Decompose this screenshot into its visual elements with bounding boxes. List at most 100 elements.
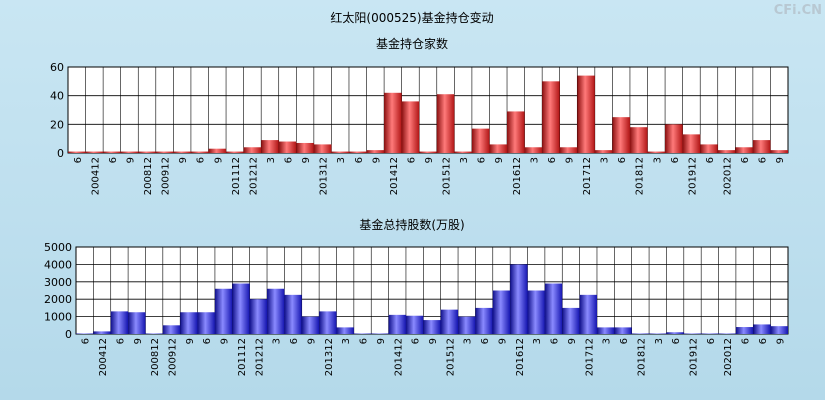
chart2-y-tick-label: 4000: [44, 258, 72, 271]
chart2-x-tick-label: 3: [654, 338, 665, 344]
chart2-x-tick-label: 6: [619, 338, 630, 344]
chart1-bar: [752, 140, 771, 153]
chart1-x-tick-label: 3: [652, 157, 663, 163]
chart1-x-tick-label: 3: [336, 157, 347, 163]
chart1-x-tick-label: 9: [564, 157, 575, 163]
chart1-bar: [278, 141, 297, 153]
chart1-y-tick-label: 60: [50, 61, 64, 74]
chart2-bar: [128, 312, 146, 334]
chart1-x-tick-label: 201912: [687, 157, 698, 195]
chart1-x-tick-label: 6: [547, 157, 558, 163]
chart1-x-tick-label: 200412: [90, 157, 101, 195]
chart2-x-tick-label: 9: [220, 338, 231, 344]
chart2-x-tick-label: 9: [376, 338, 387, 344]
chart2-x-tick-label: 6: [741, 338, 752, 344]
chart2-x-tick-label: 200412: [98, 338, 109, 376]
chart2-bar: [232, 283, 250, 334]
chart2-x-tick-label: 200912: [168, 338, 179, 376]
chart2-y-tick-label: 2000: [44, 293, 72, 306]
chart2-bar: [267, 288, 285, 334]
chart2-x-tick-label: 6: [671, 338, 682, 344]
chart1-y-tick-label: 0: [57, 147, 64, 160]
chart1-x-tick-label: 6: [477, 157, 488, 163]
chart1-x-tick-label: 6: [73, 157, 84, 163]
chart2-bar: [475, 307, 493, 334]
chart1-bar: [243, 147, 262, 153]
chart2-x-tick-label: 6: [480, 338, 491, 344]
chart1-bar: [682, 134, 701, 153]
chart1-x-tick-label: 9: [371, 157, 382, 163]
chart1-bar: [401, 101, 420, 153]
chart2-x-tick-label: 201512: [445, 338, 456, 376]
page-title: 红太阳(000525)基金持仓变动: [330, 10, 493, 25]
chart1-x-tick-label: 9: [775, 157, 786, 163]
chart2-bar: [388, 314, 406, 334]
chart2-bar: [596, 327, 615, 334]
chart2-bar: [562, 307, 580, 334]
chart1-x-tick-label: 9: [125, 157, 136, 163]
chart1-bar: [436, 94, 455, 153]
chart2-x-tick-label: 6: [550, 338, 561, 344]
chart2-x-tick-label: 6: [758, 338, 769, 344]
chart2-y-tick-label: 3000: [44, 276, 72, 289]
chart2-bar: [319, 311, 337, 334]
chart2-title: 基金总持股数(万股): [359, 217, 464, 232]
chart1-x-tick-label: 6: [617, 157, 628, 163]
chart2-x-tick-label: 201412: [393, 338, 404, 376]
chart1-bar: [173, 151, 191, 153]
chart1-bar: [507, 111, 525, 153]
chart1-x-tick-label: 202012: [723, 157, 734, 195]
chart2-x-tick-label: 200812: [150, 338, 161, 376]
chart2-bar: [458, 316, 476, 334]
chart2-x-tick-label: 9: [497, 338, 508, 344]
chart1-x-tick-label: 6: [740, 157, 751, 163]
chart2-x-tick-label: 9: [775, 338, 786, 344]
chart1-x-tick-label: 3: [600, 157, 611, 163]
chart1-bar: [471, 128, 490, 153]
chart2-bar: [180, 312, 198, 334]
chart1-bar: [419, 151, 437, 153]
chart1-x-tick-label: 201412: [389, 157, 400, 195]
chart2-x-tick-label: 9: [185, 338, 196, 344]
chart2-x-tick-label: 6: [202, 338, 213, 344]
chart1-bar: [226, 151, 244, 153]
chart2-bar: [579, 294, 597, 334]
chart2-x-tick-label: 3: [602, 338, 613, 344]
chart2-y-tick-label: 1000: [44, 311, 72, 324]
chart2-bar: [614, 327, 632, 334]
chart2-bar: [76, 333, 94, 334]
chart2-bar: [110, 311, 129, 334]
chart2-bar: [336, 327, 354, 334]
chart1-bar: [542, 81, 560, 153]
chart2-bar: [249, 299, 268, 334]
chart1-x-tick-label: 200812: [143, 157, 154, 195]
chart1-bar: [647, 151, 666, 153]
chart1-x-tick-label: 201112: [231, 157, 242, 195]
chart1-x-tick-label: 9: [424, 157, 435, 163]
watermark-logo: CFi.CN: [774, 3, 822, 18]
chart1-y-tick-label: 40: [50, 90, 64, 103]
chart2-x-tick-label: 9: [428, 338, 439, 344]
chart1-x-tick-label: 6: [196, 157, 207, 163]
chart2-x-tick-label: 6: [289, 338, 300, 344]
chart1-bar: [120, 151, 139, 153]
chart1-x-tick-label: 6: [284, 157, 295, 163]
chart1-bar: [612, 117, 630, 153]
chart2-bar: [718, 333, 736, 334]
chart2-x-tick-label: 201112: [237, 338, 248, 376]
chart2-bar: [666, 332, 684, 334]
chart1-bar: [594, 150, 613, 153]
chart2-bar: [405, 315, 424, 334]
chart1-x-tick-label: 9: [178, 157, 189, 163]
chart1-x-tick-label: 6: [670, 157, 681, 163]
chart2-bar: [162, 325, 181, 334]
chart2-bar: [701, 333, 719, 334]
chart1-bar: [348, 151, 367, 153]
chart1-bar: [138, 151, 156, 153]
chart2-x-tick-label: 201812: [636, 338, 647, 376]
chart2-x-tick-label: 6: [115, 338, 126, 344]
chart1-x-tick-label: 9: [213, 157, 224, 163]
chart1-x-tick-label: 6: [705, 157, 716, 163]
